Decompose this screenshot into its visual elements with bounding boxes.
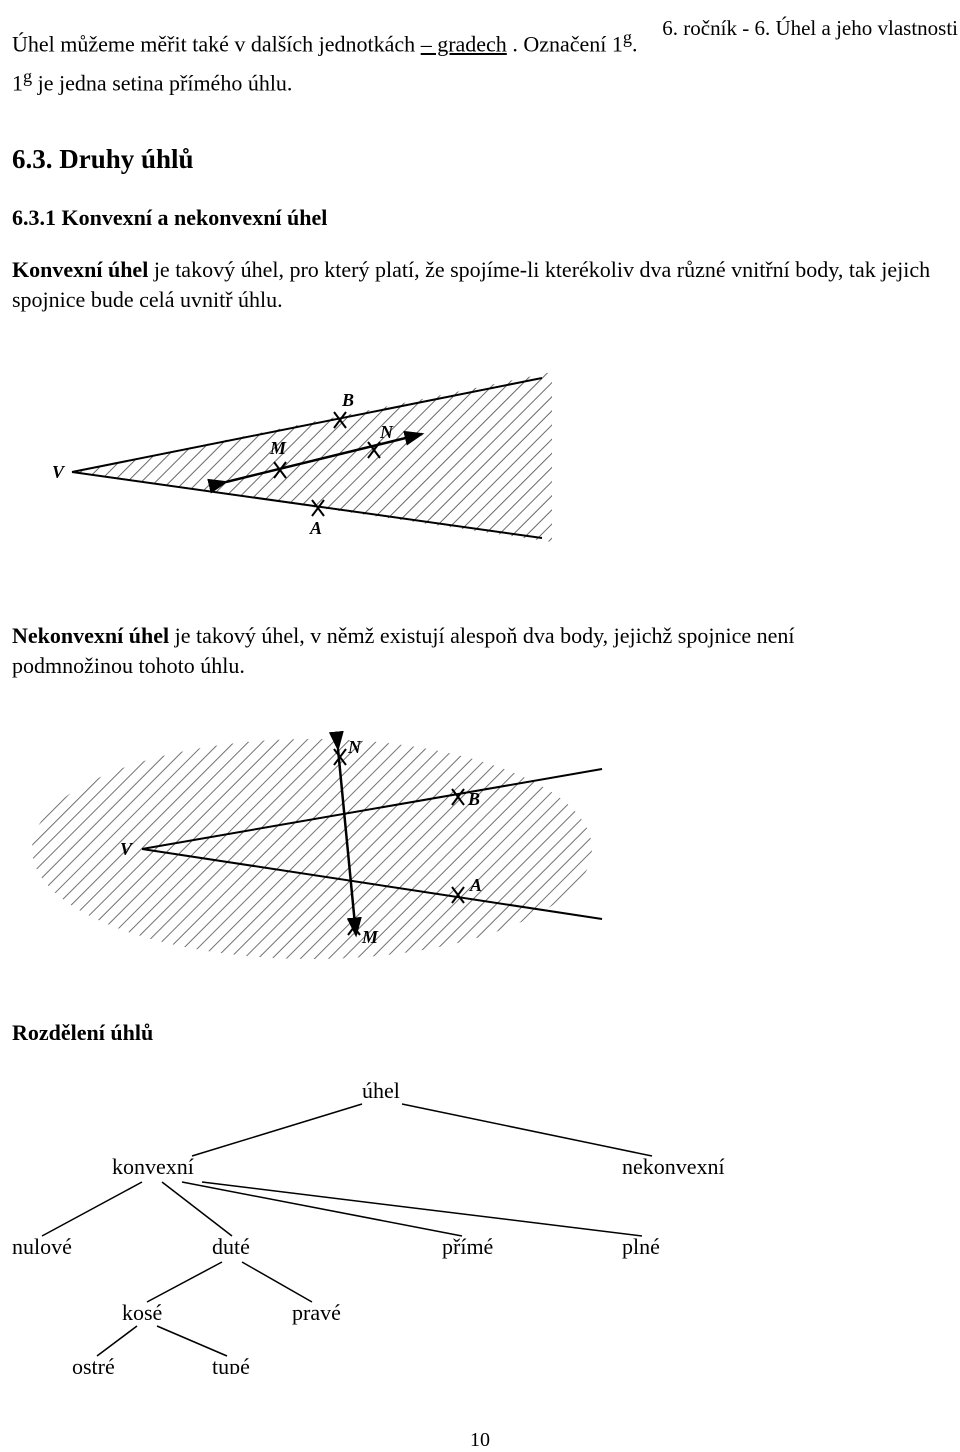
classification-tree: úhel konvexní nekonvexní nulové duté pří… (12, 1064, 948, 1379)
intro-line-2: 1g je jedna setina přímého úhlu. (12, 65, 948, 98)
label-M: M (269, 438, 287, 458)
page-number: 10 (12, 1429, 948, 1452)
intro-line1-grad: – gradech (421, 31, 507, 56)
tree-dute: duté (212, 1234, 250, 1259)
figure-nekonvex: V B A N M (12, 709, 948, 974)
tree-plne: plné (622, 1234, 660, 1259)
tree-nekonvexni: nekonvexní (622, 1154, 725, 1179)
label2-A: A (469, 875, 482, 895)
label2-B: B (467, 789, 480, 809)
tree-tupe: tupé (212, 1354, 250, 1374)
konvex-def-rest: je takový úhel, pro který platí, že spoj… (12, 257, 930, 312)
label2-N: N (347, 737, 362, 757)
tree-nulove: nulové (12, 1234, 72, 1259)
intro-line2-rest: je jedna setina přímého úhlu. (32, 70, 292, 95)
tree-prave: pravé (292, 1300, 341, 1325)
intro-line2-prefix: 1 (12, 70, 23, 95)
intro-line1-suffix: . Označení 1 (507, 31, 623, 56)
label-B: B (341, 390, 354, 410)
section-title: 6.3. Druhy úhlů (12, 144, 948, 175)
label2-V: V (120, 839, 134, 859)
label-A: A (309, 518, 322, 538)
konvex-def-prefix: Konvexní úhel (12, 257, 148, 282)
nekonvex-def-prefix: Nekonvexní úhel (12, 623, 169, 648)
course-header: 6. ročník - 6. Úhel a jeho vlastnosti (662, 16, 958, 41)
tree-title: Rozdělení úhlů (12, 1020, 948, 1046)
tree-prime: přímé (442, 1234, 493, 1259)
tree-kose: kosé (122, 1300, 162, 1325)
tree-root: úhel (362, 1078, 400, 1103)
tree-ostre: ostré (72, 1354, 115, 1374)
label2-M: M (361, 927, 379, 947)
konvex-definition: Konvexní úhel je takový úhel, pro který … (12, 255, 948, 314)
figure-konvex: V B A M N (12, 342, 948, 587)
intro-line1-period: . (632, 31, 638, 56)
tree-konvexni: konvexní (112, 1154, 194, 1179)
intro-line2-sup: g (23, 66, 32, 86)
intro-line1-sup: g (623, 27, 632, 47)
label-N: N (379, 422, 394, 442)
label-V: V (52, 462, 66, 482)
nekonvex-definition: Nekonvexní úhel je takový úhel, v němž e… (12, 621, 948, 680)
section-subtitle: 6.3.1 Konvexní a nekonvexní úhel (12, 205, 948, 231)
intro-line1-prefix: Úhel můžeme měřit také v dalších jednotk… (12, 31, 421, 56)
